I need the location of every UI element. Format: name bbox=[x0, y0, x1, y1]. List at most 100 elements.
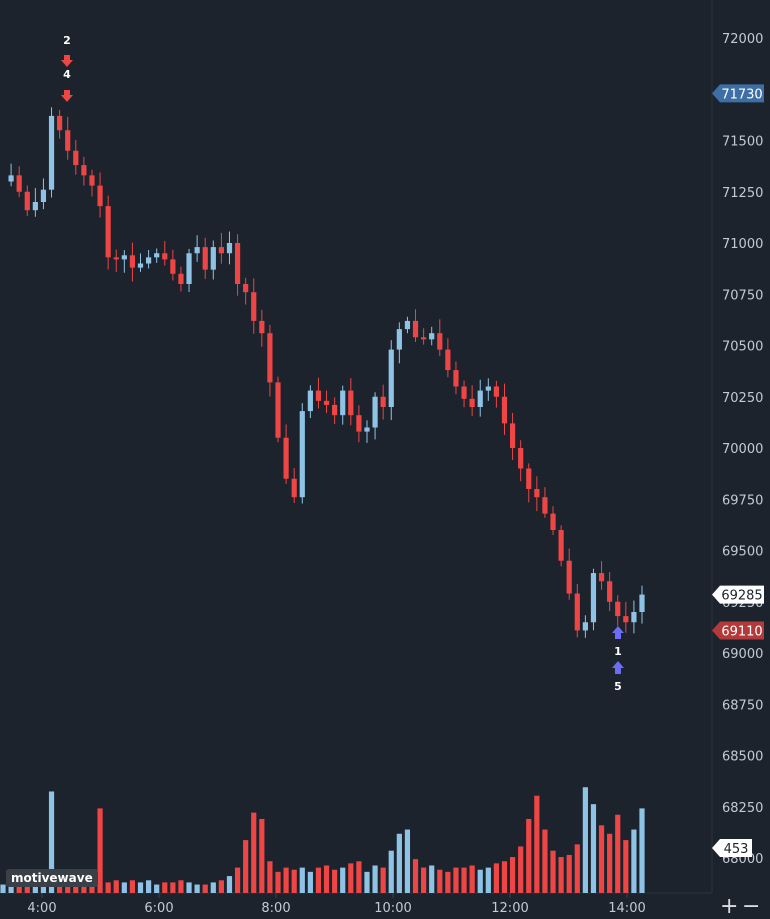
candle-body bbox=[356, 415, 362, 432]
candle-body bbox=[348, 390, 354, 416]
volume-bar bbox=[137, 882, 144, 893]
motivewave-watermark: motivewave bbox=[6, 869, 98, 887]
volume-bar bbox=[396, 833, 402, 893]
volume-bar bbox=[607, 833, 613, 893]
candle-body bbox=[283, 437, 289, 479]
candle-body bbox=[372, 396, 378, 428]
candle-body bbox=[582, 622, 588, 631]
volume-bar bbox=[590, 804, 597, 893]
volume-bar bbox=[259, 818, 265, 893]
candle-body bbox=[380, 396, 386, 407]
buy-signal-label: 1 bbox=[614, 645, 622, 658]
candle-body bbox=[275, 382, 281, 438]
candle-body bbox=[267, 333, 273, 383]
candle-body bbox=[218, 247, 224, 254]
candle-body bbox=[65, 130, 71, 151]
candle-body bbox=[542, 497, 548, 514]
volume-bar bbox=[526, 818, 532, 893]
volume-bar bbox=[623, 840, 629, 893]
zoom-out-button[interactable]: − bbox=[742, 894, 761, 919]
volume-tag bbox=[712, 839, 752, 857]
time-tick-label: 6:00 bbox=[144, 901, 173, 916]
candle-body bbox=[154, 253, 160, 258]
volume-bar bbox=[315, 867, 322, 893]
price-tag-label: 69110 bbox=[721, 624, 762, 639]
volume-bar bbox=[566, 854, 572, 893]
price-tags: 71730 69285 69110 453 bbox=[712, 84, 764, 857]
candle-body bbox=[566, 560, 572, 594]
candle-body bbox=[404, 320, 411, 330]
candle-body bbox=[550, 513, 556, 530]
volume-bar bbox=[16, 882, 22, 893]
volume-bar bbox=[65, 884, 71, 893]
volume-bar bbox=[0, 884, 6, 893]
volume-bar bbox=[97, 808, 103, 893]
volume-bar bbox=[162, 882, 168, 893]
candle-body bbox=[97, 185, 103, 207]
price-tick-label: 71500 bbox=[722, 135, 763, 150]
volume-bar bbox=[194, 884, 200, 893]
candle-body bbox=[48, 115, 55, 190]
volume-bar bbox=[291, 869, 297, 893]
time-axis[interactable]: 4:00 6:00 8:00 10:00 12:00 14:00 bbox=[27, 901, 645, 916]
volume-bar bbox=[518, 846, 524, 893]
volume-bar bbox=[421, 867, 427, 893]
volume-bars bbox=[0, 787, 645, 893]
price-tick-label: 68500 bbox=[722, 750, 763, 765]
volume-bar bbox=[412, 859, 419, 893]
candle-body bbox=[40, 189, 47, 202]
candle-body bbox=[453, 370, 459, 387]
candle-body bbox=[234, 243, 241, 284]
candle-body bbox=[396, 329, 402, 350]
volume-bar bbox=[145, 880, 152, 893]
volume-bar bbox=[283, 867, 289, 893]
zoom-in-button[interactable]: + bbox=[720, 894, 739, 919]
sell-arrow-icon bbox=[61, 90, 73, 102]
candle-body bbox=[57, 115, 63, 131]
volume-bar bbox=[445, 871, 451, 893]
volume-bar bbox=[477, 869, 483, 893]
volume-bar bbox=[178, 880, 184, 893]
volume-bar bbox=[534, 795, 540, 893]
candle-body bbox=[615, 601, 621, 617]
candle-body bbox=[323, 400, 330, 405]
time-tick-label: 4:00 bbox=[27, 901, 56, 916]
price-tick-label: 69000 bbox=[722, 647, 763, 662]
candle-body bbox=[485, 386, 491, 391]
chart-grid bbox=[41, 893, 628, 898]
candle-body bbox=[631, 612, 637, 623]
candle-body bbox=[113, 257, 119, 260]
volume-bar bbox=[154, 884, 160, 893]
candle-body bbox=[493, 386, 500, 397]
candle-body bbox=[145, 257, 152, 264]
candle-body bbox=[518, 448, 524, 469]
volume-bar bbox=[307, 871, 313, 893]
volume-bar bbox=[348, 863, 354, 893]
volume-bar bbox=[48, 791, 55, 893]
candle-body bbox=[332, 404, 338, 416]
volume-bar bbox=[299, 867, 305, 893]
candle-body bbox=[162, 253, 168, 260]
price-axis[interactable]: 7200071750715007125071000707507050070250… bbox=[722, 32, 763, 867]
price-tick-label: 69500 bbox=[722, 545, 763, 560]
candle-body bbox=[81, 165, 87, 176]
candle-body bbox=[24, 191, 30, 211]
price-tag-label: 69285 bbox=[721, 589, 762, 604]
candle-body bbox=[291, 478, 297, 498]
volume-bar bbox=[323, 865, 330, 893]
volume-bar bbox=[631, 829, 637, 893]
volume-bar bbox=[275, 871, 281, 893]
volume-bar bbox=[574, 844, 580, 893]
volume-bar bbox=[210, 882, 216, 893]
price-tick-label: 71000 bbox=[722, 237, 763, 252]
candle-body bbox=[574, 593, 580, 631]
sell-signal-label: 4 bbox=[63, 68, 71, 81]
candle-body bbox=[137, 263, 144, 268]
candle-body bbox=[202, 247, 208, 270]
volume-bar bbox=[388, 850, 394, 893]
candle-body bbox=[178, 273, 184, 284]
price-tag bbox=[712, 585, 764, 604]
volume-bar bbox=[129, 880, 136, 893]
candle-body bbox=[429, 333, 435, 340]
